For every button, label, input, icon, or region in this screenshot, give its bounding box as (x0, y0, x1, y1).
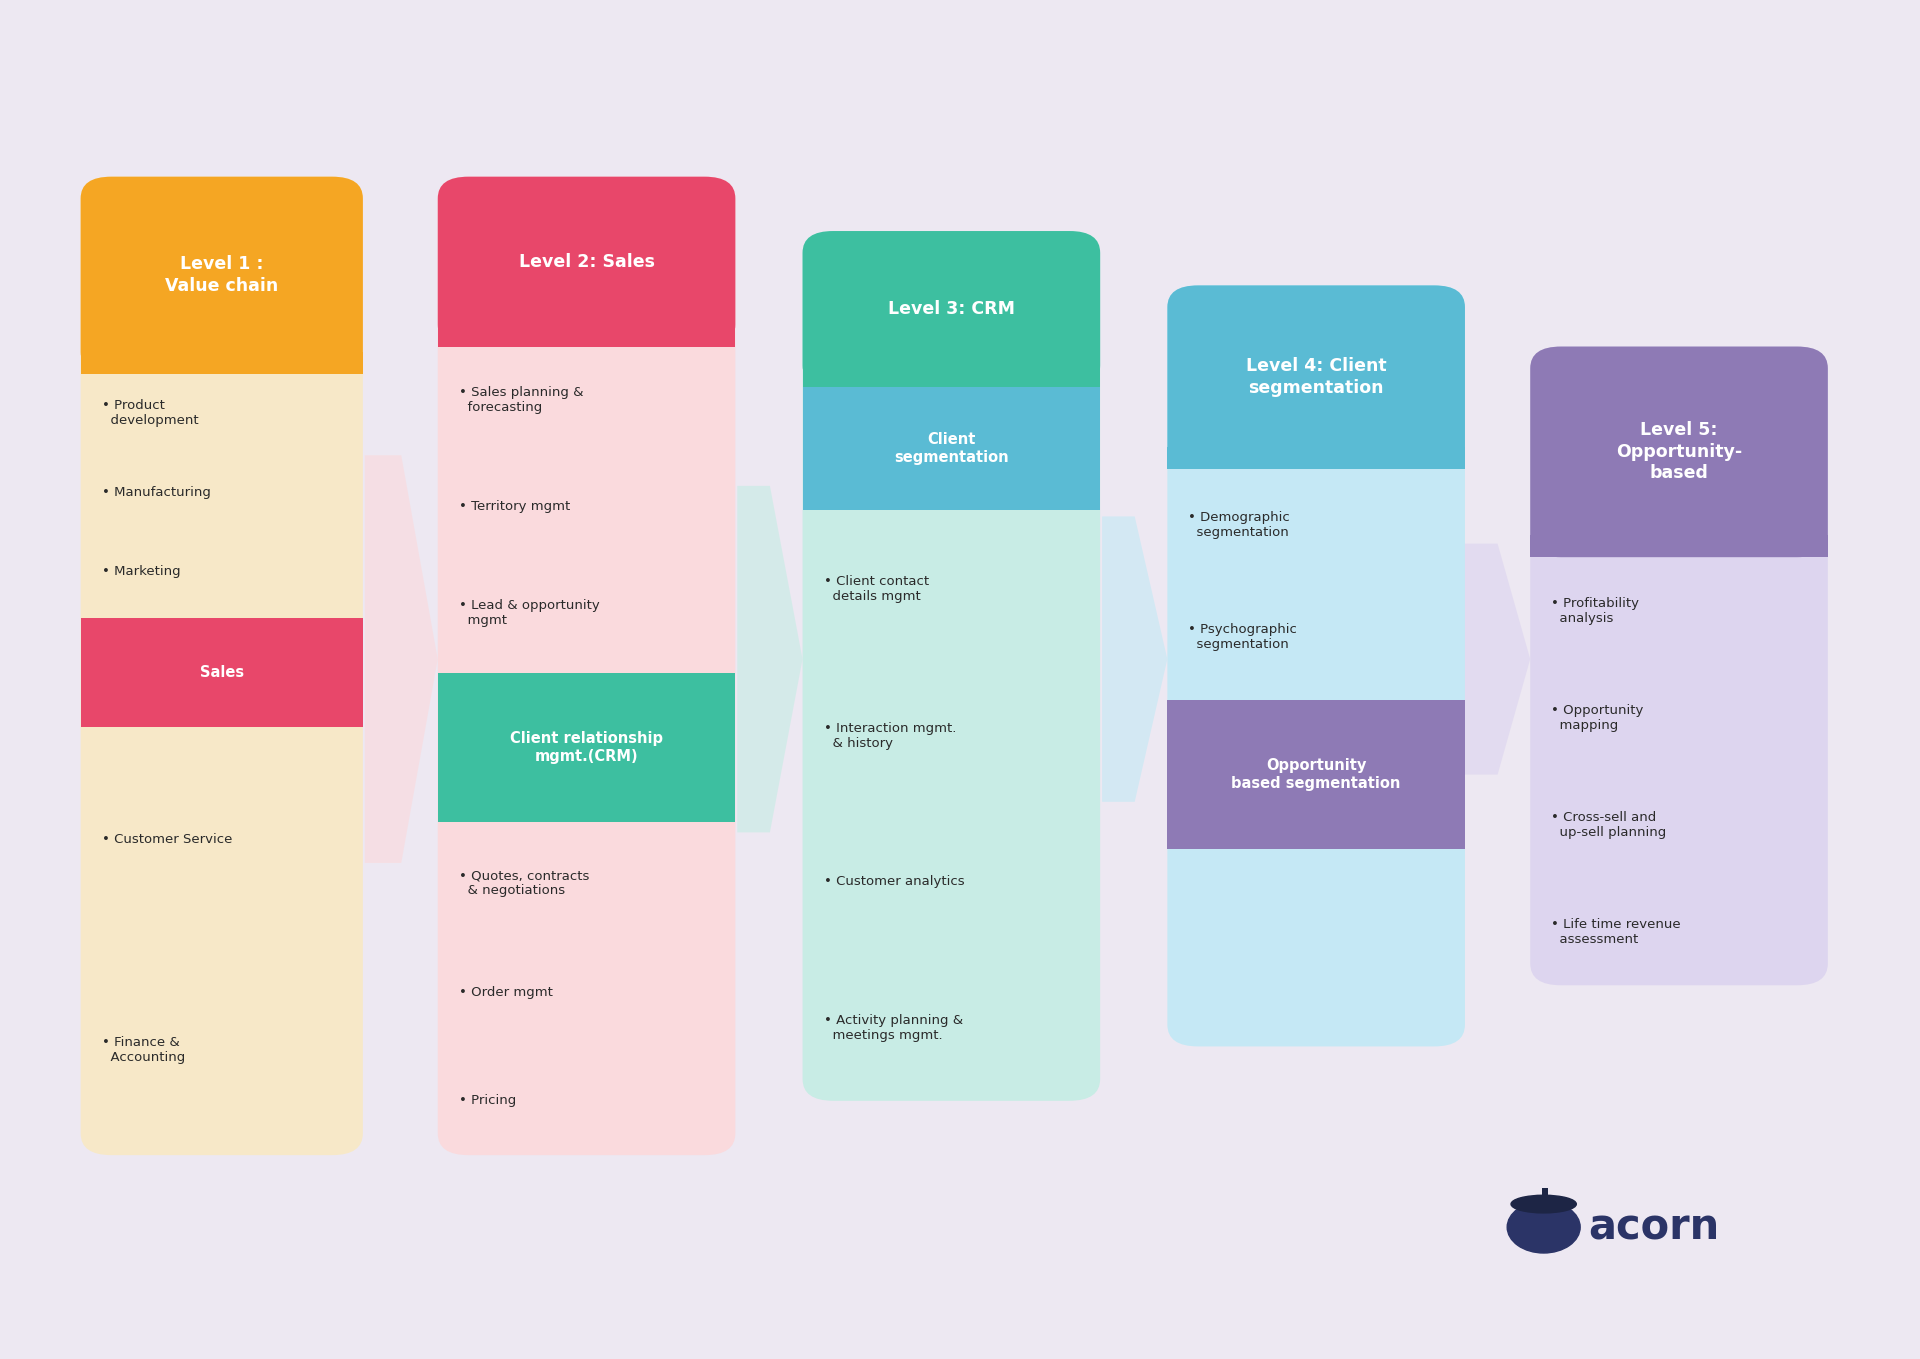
Circle shape (1507, 1201, 1580, 1253)
Bar (81, 352, 363, 374)
Bar (438, 673, 735, 822)
Text: Level 4: Client
segmentation: Level 4: Client segmentation (1246, 357, 1386, 397)
Text: Level 3: CRM: Level 3: CRM (887, 300, 1016, 318)
Bar (1542, 1188, 1548, 1197)
Bar (438, 325, 735, 347)
Text: • Marketing: • Marketing (102, 565, 180, 579)
Text: • Finance &
  Accounting: • Finance & Accounting (102, 1036, 184, 1064)
Text: • Psychographic
  segmentation: • Psychographic segmentation (1188, 622, 1298, 651)
Text: Sales: Sales (200, 665, 244, 681)
Text: Client
segmentation: Client segmentation (895, 432, 1008, 465)
Text: acorn: acorn (1588, 1207, 1718, 1248)
FancyBboxPatch shape (803, 231, 1100, 1101)
FancyBboxPatch shape (803, 231, 1100, 387)
Bar (803, 387, 1100, 510)
Text: Level 1 :
Value chain: Level 1 : Value chain (165, 255, 278, 295)
Text: • Customer Service: • Customer Service (102, 833, 232, 845)
Text: • Territory mgmt: • Territory mgmt (459, 500, 570, 512)
Text: Level 5:
Opportunity-
based: Level 5: Opportunity- based (1617, 421, 1741, 482)
Text: • Customer analytics: • Customer analytics (824, 875, 964, 889)
Text: • Order mgmt: • Order mgmt (459, 985, 553, 999)
FancyBboxPatch shape (81, 177, 363, 1155)
Text: • Lead & opportunity
  mgmt: • Lead & opportunity mgmt (459, 599, 599, 626)
Text: • Sales planning &
  forecasting: • Sales planning & forecasting (459, 386, 584, 413)
Polygon shape (365, 455, 438, 863)
Polygon shape (1465, 544, 1530, 775)
Text: • Life time revenue
  assessment: • Life time revenue assessment (1551, 917, 1682, 946)
Text: • Product
  development: • Product development (102, 400, 198, 427)
FancyBboxPatch shape (1167, 285, 1465, 469)
Bar (1167, 700, 1465, 849)
Text: • Profitability
  analysis: • Profitability analysis (1551, 597, 1640, 625)
Text: • Interaction mgmt.
  & history: • Interaction mgmt. & history (824, 722, 956, 750)
Bar (81, 618, 363, 727)
FancyBboxPatch shape (1167, 285, 1465, 1046)
FancyBboxPatch shape (81, 177, 363, 374)
Text: • Manufacturing: • Manufacturing (102, 487, 211, 499)
Text: • Client contact
  details mgmt: • Client contact details mgmt (824, 575, 929, 603)
Text: • Pricing: • Pricing (459, 1094, 516, 1108)
Bar (1530, 535, 1828, 557)
FancyBboxPatch shape (438, 177, 735, 1155)
Text: Level 2: Sales: Level 2: Sales (518, 253, 655, 270)
Text: • Quotes, contracts
  & negotiations: • Quotes, contracts & negotiations (459, 870, 589, 897)
Text: • Opportunity
  mapping: • Opportunity mapping (1551, 704, 1644, 731)
Text: • Cross-sell and
  up-sell planning: • Cross-sell and up-sell planning (1551, 811, 1667, 839)
FancyBboxPatch shape (438, 177, 735, 347)
Text: • Demographic
  segmentation: • Demographic segmentation (1188, 511, 1290, 540)
Text: • Activity planning &
  meetings mgmt.: • Activity planning & meetings mgmt. (824, 1014, 962, 1042)
FancyBboxPatch shape (1530, 347, 1828, 985)
Text: Client relationship
mgmt.(CRM): Client relationship mgmt.(CRM) (511, 731, 662, 764)
Ellipse shape (1511, 1196, 1576, 1212)
Polygon shape (1102, 516, 1167, 802)
Bar (803, 366, 1100, 387)
FancyBboxPatch shape (1530, 347, 1828, 557)
Text: Opportunity
based segmentation: Opportunity based segmentation (1231, 758, 1402, 791)
Bar (1167, 447, 1465, 469)
Polygon shape (737, 485, 803, 832)
